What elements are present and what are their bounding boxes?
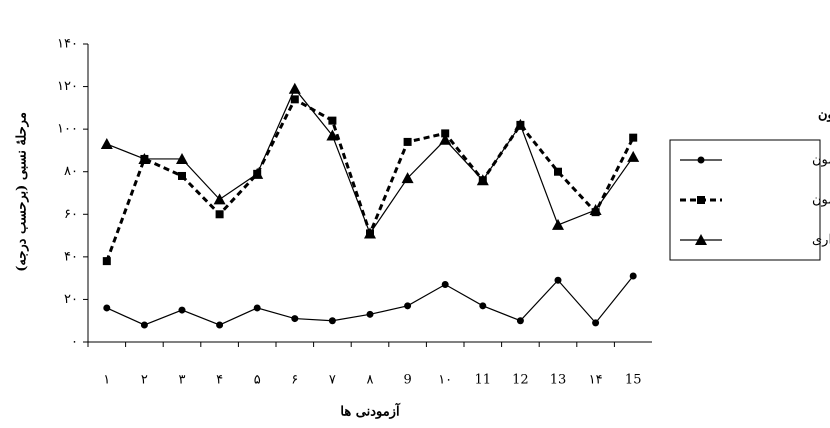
point — [517, 317, 524, 324]
y-tick-label: ۲۰ — [64, 292, 78, 307]
y-tick-label: ۱۴۰ — [57, 37, 78, 52]
point — [552, 219, 564, 230]
point — [291, 95, 299, 103]
x-tick-label: ۳ — [179, 373, 186, 388]
point — [141, 321, 148, 328]
x-tick-label: 13 — [550, 373, 567, 388]
point — [479, 302, 486, 309]
point — [328, 117, 336, 125]
y-tick-label: ۴۰ — [64, 249, 78, 264]
x-tick-label: 9 — [403, 373, 411, 388]
x-tick-label: ۸ — [367, 373, 374, 388]
x-tick-label: ۱۰ — [438, 373, 452, 388]
point — [216, 321, 223, 328]
point — [697, 196, 705, 204]
legend-label: آزمون یادداری — [812, 231, 830, 248]
point — [629, 134, 637, 142]
point — [289, 83, 301, 94]
point — [254, 304, 261, 311]
point — [627, 151, 639, 162]
point — [404, 138, 412, 146]
x-tick-label: ۶ — [291, 373, 298, 388]
y-tick-label: ۶۰ — [64, 207, 78, 222]
point — [103, 257, 111, 265]
point — [404, 302, 411, 309]
point — [329, 317, 336, 324]
x-tick-label: ۱۴ — [589, 373, 603, 388]
point — [592, 319, 599, 326]
x-axis-title: آزمودنی ها — [340, 403, 401, 420]
point — [216, 210, 224, 218]
x-tick-label: ۵ — [254, 373, 261, 388]
x-tick-label: ۱ — [103, 373, 110, 388]
legend-label: پیش آزمون — [812, 151, 830, 168]
x-tick-label: ۲ — [141, 373, 148, 388]
point — [439, 134, 451, 145]
point — [514, 119, 526, 130]
point — [178, 172, 186, 180]
y-tick-label: ۱۲۰ — [57, 79, 78, 94]
point — [251, 168, 263, 179]
y-axis-title: مرحلهٔ نسبی (برحسب درجه) — [15, 112, 30, 272]
point — [555, 277, 562, 284]
point — [364, 227, 376, 238]
chart: مرحلهٔ نسبی (برحسب درجه) آزمودنی ها مراح… — [0, 0, 830, 428]
point — [101, 138, 113, 149]
point — [698, 157, 705, 164]
point — [367, 311, 374, 318]
point — [554, 168, 562, 176]
x-tick-label: ۷ — [329, 373, 336, 388]
x-tick-label: ۴ — [216, 373, 223, 388]
point — [179, 307, 186, 314]
legend-title: مراحل آزمون — [818, 106, 830, 123]
x-tick-label: 12 — [512, 373, 529, 388]
y-tick-label: ۱۰۰ — [57, 122, 78, 137]
point — [103, 304, 110, 311]
point — [291, 315, 298, 322]
point — [630, 273, 637, 280]
y-tick-label: ۰ — [71, 335, 78, 350]
point — [442, 281, 449, 288]
y-tick-label: ۸۰ — [64, 164, 78, 179]
x-tick-label: 11 — [475, 373, 492, 388]
x-tick-label: 15 — [625, 373, 642, 388]
legend-label: پس آزمون — [812, 191, 830, 208]
